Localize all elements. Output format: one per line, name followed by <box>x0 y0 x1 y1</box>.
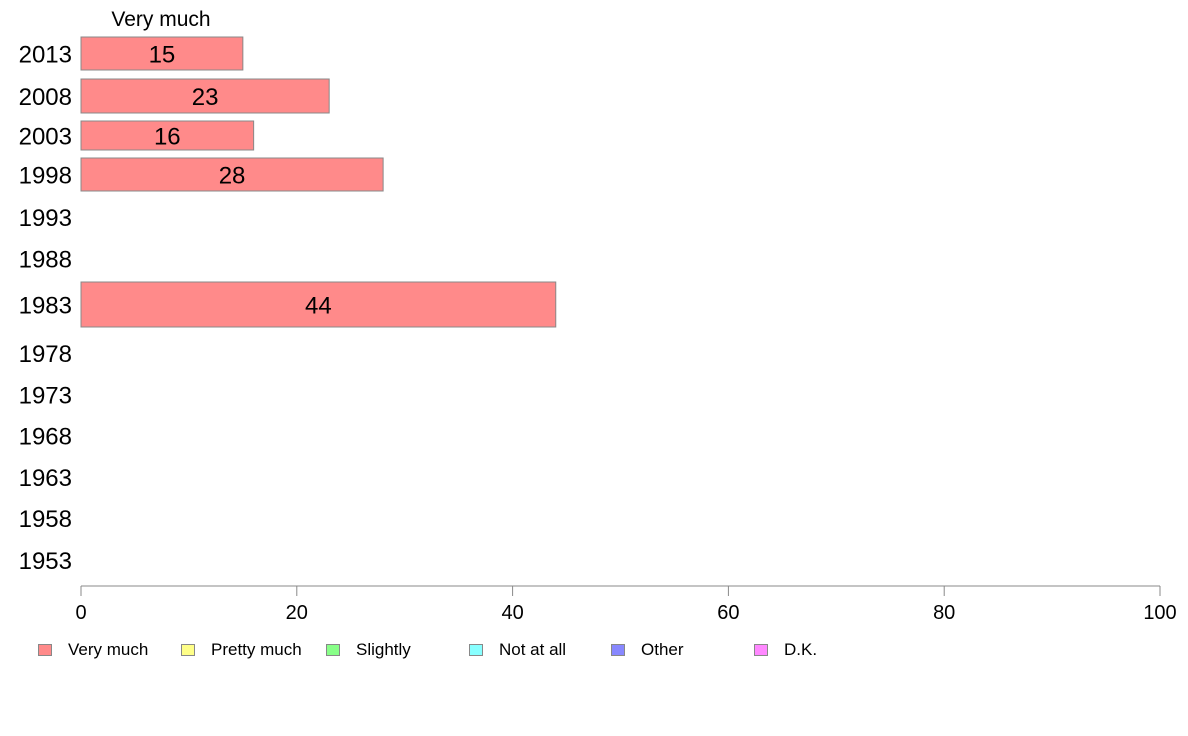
y-tick-label: 1968 <box>19 424 72 451</box>
legend-swatch <box>38 644 52 656</box>
legend-swatch <box>754 644 768 656</box>
y-tick-label: 1963 <box>19 465 72 492</box>
legend-item: Not at all <box>469 640 566 660</box>
x-tick-label: 0 <box>75 602 86 624</box>
data-label: 44 <box>305 293 332 320</box>
legend-label: Very much <box>68 640 149 659</box>
legend-label: Slightly <box>356 640 411 659</box>
y-tick-label: 1993 <box>19 205 72 232</box>
y-tick-label: 1988 <box>19 247 72 274</box>
data-label: 28 <box>219 163 246 190</box>
y-tick-label: 2008 <box>19 84 72 111</box>
x-tick-label: 80 <box>933 602 955 624</box>
bar <box>80 281 557 328</box>
legend-label: D.K. <box>784 640 818 659</box>
y-tick-label: 1978 <box>19 341 72 368</box>
x-tick-label: 60 <box>717 602 739 624</box>
x-tick-label: 40 <box>501 602 523 624</box>
legend-item: Slightly <box>326 640 411 660</box>
data-label: 16 <box>154 124 181 151</box>
y-tick-label: 1998 <box>19 163 72 190</box>
legend-swatch <box>181 644 195 656</box>
bar <box>80 36 244 71</box>
legend-swatch <box>611 644 625 656</box>
data-label: 15 <box>149 42 176 69</box>
bar <box>80 78 330 114</box>
x-axis: 0 20 40 60 80 100 <box>75 585 1177 624</box>
legend-item: D.K. <box>754 640 817 660</box>
legend-label: Pretty much <box>211 640 302 659</box>
legend-label: Not at all <box>499 640 567 659</box>
y-axis-labels: 2013 2008 2003 1998 1993 1988 1983 1978 1973 1968… <box>19 42 72 576</box>
legend-label: Other <box>641 640 684 659</box>
y-tick-label: 1958 <box>19 506 72 533</box>
y-tick-label: 1973 <box>19 383 72 410</box>
legend-item: Other <box>611 640 684 660</box>
y-tick-label: 2013 <box>19 42 72 69</box>
legend-swatch <box>469 644 483 656</box>
bars: 15 23 16 28 44 <box>80 36 557 328</box>
series-header: Very much <box>111 8 210 31</box>
y-tick-label: 1953 <box>19 548 72 575</box>
legend-swatch <box>326 644 340 656</box>
bar <box>80 120 255 151</box>
x-tick-label: 20 <box>286 602 308 624</box>
data-label: 23 <box>192 84 219 111</box>
y-tick-label: 2003 <box>19 124 72 151</box>
bar <box>80 157 384 192</box>
y-tick-label: 1983 <box>19 293 72 320</box>
legend-item: Very much <box>38 640 148 660</box>
x-tick-label: 100 <box>1143 602 1176 624</box>
legend-item: Pretty much <box>181 640 302 660</box>
